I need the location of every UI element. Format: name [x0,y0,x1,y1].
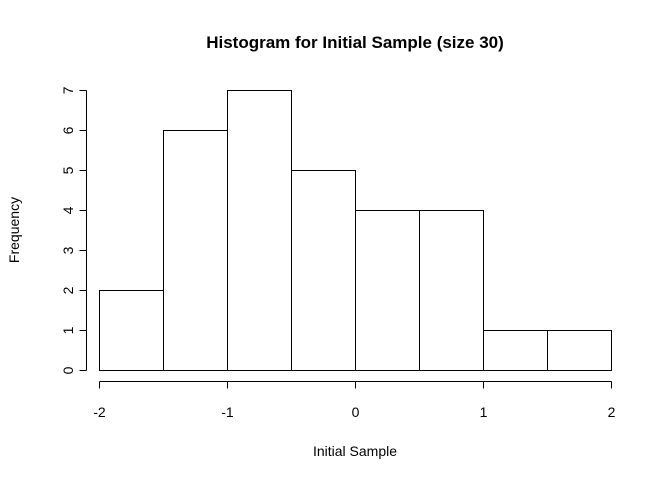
histogram-bar [227,90,292,371]
chart-title: Histogram for Initial Sample (size 30) [206,33,504,52]
x-tick-label: 1 [480,404,488,420]
x-axis: -2 -1 0 1 2 [93,381,616,420]
x-tick-label: -2 [93,404,106,420]
histogram-bar [163,130,228,371]
histogram-bar [355,210,420,371]
y-tick-label: 2 [60,286,76,294]
histogram-bar [547,330,612,371]
y-axis-label: Frequency [6,197,22,263]
x-axis-label: Initial Sample [313,443,397,459]
histogram-bar [483,330,548,371]
y-tick-label: 5 [60,166,76,174]
y-tick-label: 0 [60,366,76,374]
y-axis: 0 1 2 3 4 5 6 7 [60,86,87,374]
x-tick-label: 2 [608,404,616,420]
y-tick-label: 7 [60,86,76,94]
x-tick-label: -1 [221,404,234,420]
bars-group [99,90,612,371]
y-tick-label: 3 [60,246,76,254]
histogram-bar [99,290,164,371]
histogram-bar [419,210,484,371]
y-tick-label: 4 [60,206,76,214]
histogram-bar [291,170,356,371]
y-tick-label: 6 [60,126,76,134]
x-tick-label: 0 [352,404,360,420]
y-tick-label: 1 [60,326,76,334]
